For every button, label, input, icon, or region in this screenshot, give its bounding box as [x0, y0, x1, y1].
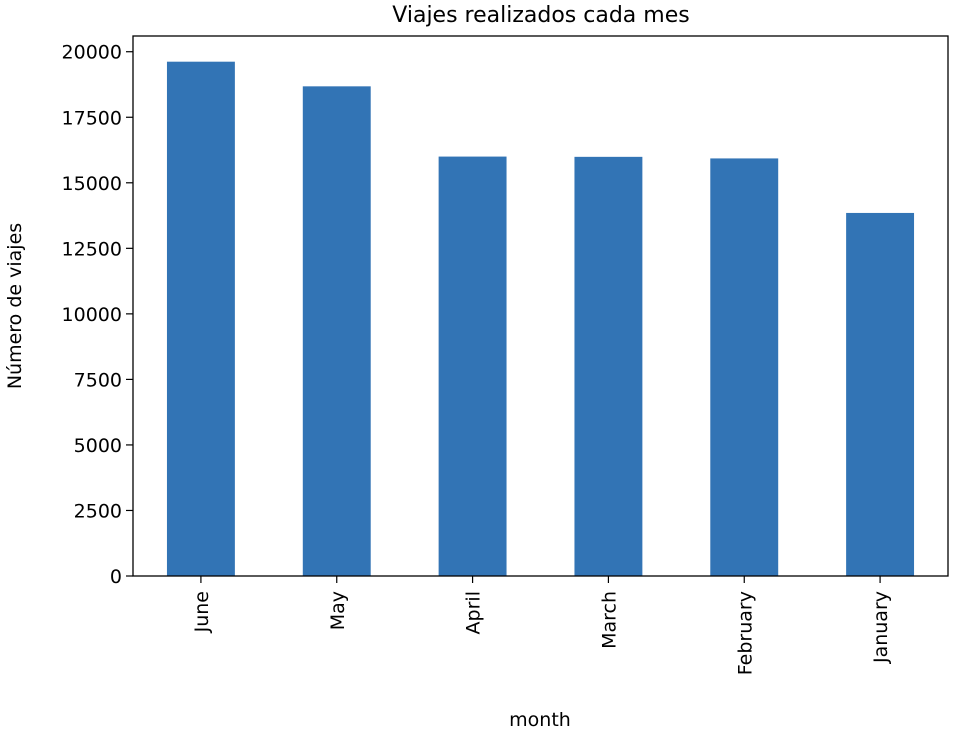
plot-frame — [132, 35, 949, 577]
x-tick-label-january: January — [870, 591, 892, 664]
x-tick-label-february: February — [734, 591, 756, 675]
bar-february — [710, 158, 779, 576]
bar-march — [574, 156, 643, 576]
x-axis-label: month — [509, 709, 571, 729]
chart-title: Viajes realizados cada mes — [392, 3, 689, 28]
y-tick-label: 20000 — [62, 42, 122, 64]
y-tick-label: 7500 — [74, 369, 122, 391]
y-axis-label: Número de viajes — [4, 223, 26, 389]
x-tick-label-march: March — [598, 591, 620, 649]
y-tick-label: 12500 — [62, 238, 122, 260]
y-tick-label: 15000 — [62, 173, 122, 195]
x-tick-label-april: April — [463, 591, 485, 634]
x-axis: June May April March February January — [191, 576, 892, 675]
bar-january — [846, 212, 915, 576]
y-tick-label: 5000 — [74, 435, 122, 457]
y-tick-label: 17500 — [62, 107, 122, 129]
y-tick-label: 2500 — [74, 500, 122, 522]
bar-may — [302, 86, 371, 577]
bar-april — [438, 156, 507, 576]
x-tick-label-may: May — [327, 591, 349, 630]
y-axis: 0 2500 5000 7500 10000 12500 15000 17500 20000 — [62, 42, 133, 588]
bars-layer — [166, 61, 915, 577]
x-tick-label-june: June — [191, 591, 213, 633]
y-tick-label: 0 — [110, 566, 122, 588]
bar-june — [166, 61, 235, 576]
y-tick-label: 10000 — [62, 304, 122, 326]
